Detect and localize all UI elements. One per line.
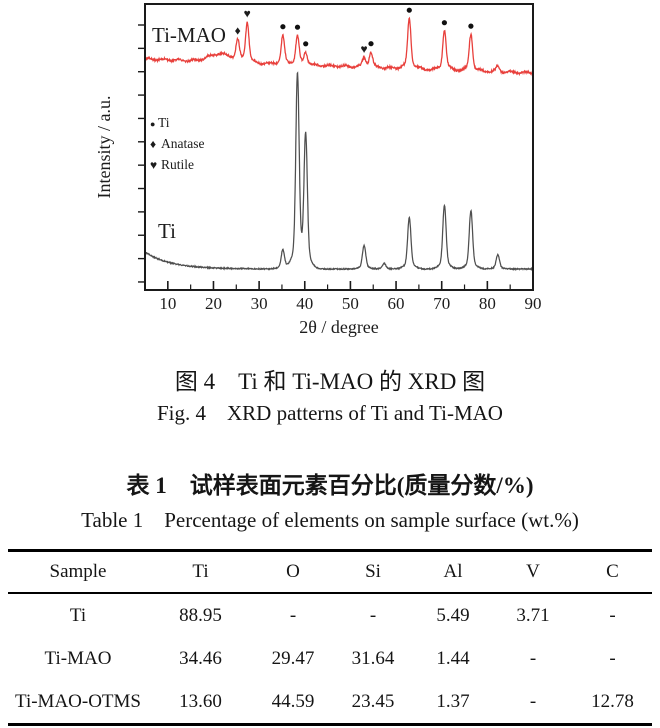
column-header-element: V	[493, 550, 573, 594]
x-tick-label: 70	[433, 294, 450, 313]
table-row: Ti-MAO 34.46 29.47 31.64 1.44 - -	[8, 637, 652, 680]
sample-cell: Ti-MAO-OTMS	[15, 690, 141, 712]
value-cell: 29.47	[271, 647, 315, 669]
anatase-peak-marker: ♦	[235, 24, 241, 38]
x-tick-label: 80	[479, 294, 496, 313]
y-axis-label: Intensity / a.u.	[94, 96, 114, 199]
value-cell: 1.44	[436, 647, 470, 669]
rutile-peak-marker: ♥	[244, 7, 251, 21]
column-header-element: O	[253, 550, 333, 594]
value-cell: -	[289, 604, 297, 626]
x-tick-label: 30	[251, 294, 268, 313]
legend-label: Rutile	[161, 157, 194, 172]
ti-legend-marker-icon: ●	[150, 119, 155, 129]
column-header-element: Si	[333, 550, 413, 594]
value-cell: 23.45	[351, 690, 395, 712]
value-cell: 5.49	[436, 604, 470, 626]
sample-cell: Ti	[69, 604, 87, 626]
legend-label: Anatase	[161, 136, 204, 151]
table-head: Sample Ti O Si Al V C	[8, 550, 652, 594]
legend-label: Ti	[158, 115, 170, 130]
value-cell: 3.71	[516, 604, 550, 626]
ti-peak-marker	[280, 24, 286, 30]
value-cell: -	[609, 647, 616, 669]
value-cell: 13.60	[179, 690, 222, 712]
x-tick-label: 40	[296, 294, 313, 313]
series-label-ti: Ti	[158, 219, 176, 243]
table-body: Ti 88.95 - - 5.49 3.71 - Ti-MAO 34.46 29.47 31.64 1…	[8, 593, 652, 725]
ti-peak-marker	[406, 7, 412, 13]
x-tick-label: 90	[525, 294, 542, 313]
sample-cell: Ti-MAO	[44, 647, 112, 669]
table-row: Ti-MAO-OTMS 13.60 44.59 23.45 1.37 - 12.78	[8, 680, 652, 725]
column-header-sample: Sample	[8, 550, 148, 594]
value-cell: 31.64	[351, 647, 395, 669]
x-tick-label: 50	[342, 294, 359, 313]
value-cell: 12.78	[591, 690, 634, 712]
column-header-element: C	[573, 550, 652, 594]
plot-border	[144, 3, 534, 291]
figure-caption-cn: 图 4 Ti 和 Ti-MAO 的 XRD 图	[174, 369, 486, 394]
ti-peak-marker	[303, 41, 309, 47]
anatase-legend-marker-icon: ♦	[150, 137, 156, 151]
ti-peak-marker	[368, 41, 374, 47]
value-cell: -	[369, 604, 377, 626]
column-header-element: Al	[413, 550, 493, 594]
curve-ti	[145, 71, 533, 272]
value-cell: 1.37	[436, 690, 470, 712]
x-axis-label: 2θ / degree	[299, 317, 379, 337]
value-cell: 44.59	[271, 690, 315, 712]
figure-caption-en: Fig. 4 XRD patterns of Ti and Ti-MAO	[157, 401, 503, 425]
series-label-timao: Ti-MAO	[152, 23, 226, 47]
value-cell: -	[529, 690, 537, 712]
x-tick-label: 20	[205, 294, 222, 313]
ti-peak-marker	[468, 23, 474, 29]
rutile-peak-marker: ♥	[361, 42, 368, 56]
curve-timao	[145, 16, 533, 77]
table-row: Ti 88.95 - - 5.49 3.71 -	[8, 593, 652, 637]
column-header-element: Ti	[148, 550, 253, 594]
value-cell: -	[609, 604, 616, 626]
elements-table: Sample Ti O Si Al V C Ti 88.95- -5.49 3.71- Ti-MAO…	[8, 549, 652, 726]
ti-peak-marker	[441, 20, 447, 26]
value-cell: 88.95	[179, 604, 222, 626]
rutile-legend-marker-icon: ♥	[150, 158, 157, 172]
x-tick-label: 60	[388, 294, 405, 313]
value-cell: -	[529, 647, 537, 669]
table-title-cn: 表 1 试样表面元素百分比(质量分数/%)	[126, 473, 534, 498]
value-cell: 34.46	[179, 647, 222, 669]
table-header-row: Sample Ti O Si Al V C	[8, 550, 652, 594]
ti-peak-marker	[294, 24, 301, 30]
x-tick-label: 10	[159, 294, 176, 313]
table-title-en: Table 1 Percentage of elements on sample…	[81, 508, 579, 532]
